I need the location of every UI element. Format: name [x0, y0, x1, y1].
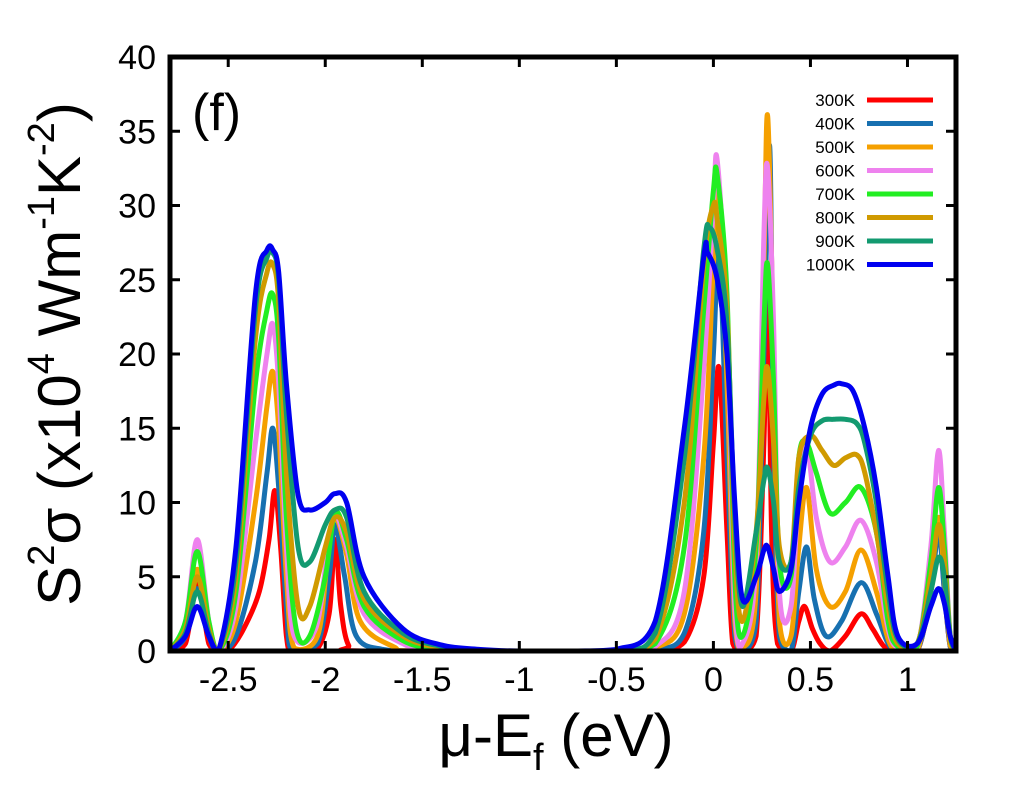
x-tick-label: -2	[310, 661, 340, 699]
legend-label-700k: 700K	[815, 185, 855, 204]
y-label-sup2: 2	[21, 545, 63, 566]
y-tick-label: 15	[118, 410, 156, 448]
x-axis-label: μ-Ef (eV)	[438, 702, 673, 779]
series-line-800k	[167, 199, 959, 654]
series-line-700k	[167, 164, 959, 654]
legend-label-600k: 600K	[815, 162, 855, 181]
series-line-1000k	[167, 239, 959, 654]
y-tick-label: 40	[118, 39, 156, 77]
y-label-sup-m1: -1	[21, 196, 63, 230]
y-label-sup-m2: -2	[21, 122, 63, 156]
y-tick-label: 30	[118, 188, 156, 226]
y-label-s: S	[26, 566, 93, 606]
y-label-p2: Wm	[26, 230, 93, 353]
y-tick-label: 20	[118, 336, 156, 374]
legend: 300K 400K 500K 600K 700K 800K 900K 1000K	[806, 91, 933, 275]
x-tick-label: -0.5	[587, 661, 646, 699]
x-tick-label: -1	[504, 661, 534, 699]
x-label-e: -E	[473, 702, 533, 769]
legend-label-500k: 500K	[815, 138, 855, 157]
legend-label-300k: 300K	[815, 91, 855, 110]
x-label-mu: μ	[438, 702, 473, 769]
x-tick-label: 0.5	[787, 661, 834, 699]
x-tick-label: -2.5	[199, 661, 258, 699]
y-label-p1: (x10	[26, 374, 93, 507]
y-label-sigma: σ	[26, 508, 93, 545]
y-label-p3: K	[26, 156, 93, 196]
y-axis-label: S2σ (x104 Wm-1K-2)	[21, 102, 93, 606]
y-label-sup4: 4	[21, 353, 63, 374]
legend-label-900k: 900K	[815, 232, 855, 251]
legend-label-1000k: 1000K	[806, 256, 856, 275]
x-tick-label: 1	[898, 661, 917, 699]
y-tick-label: 25	[118, 262, 156, 300]
y-tick-label: 0	[137, 633, 156, 671]
x-label-sub: f	[533, 737, 544, 779]
y-tick-label: 35	[118, 113, 156, 151]
series-line-300k	[167, 276, 959, 654]
series-layer	[167, 112, 959, 654]
x-tick-label: -1.5	[393, 661, 452, 699]
panel-label: (f)	[192, 84, 241, 142]
y-label-p4: )	[26, 102, 93, 122]
legend-label-400k: 400K	[815, 115, 855, 134]
y-tick-label: 10	[118, 485, 156, 523]
x-tick-label: 0	[704, 661, 723, 699]
y-tick-label: 5	[137, 559, 156, 597]
legend-label-800k: 800K	[815, 209, 855, 228]
x-label-unit: (eV)	[544, 702, 674, 769]
